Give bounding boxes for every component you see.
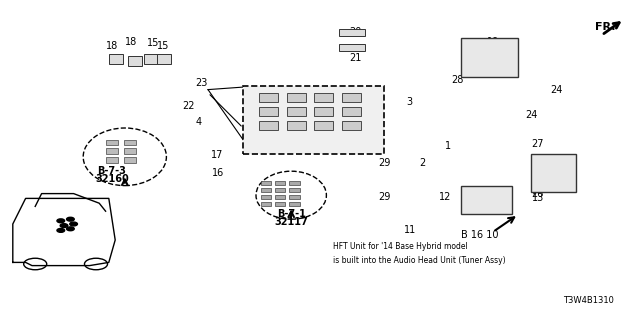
FancyBboxPatch shape	[342, 121, 361, 130]
FancyBboxPatch shape	[261, 188, 271, 192]
Text: 12: 12	[438, 192, 451, 202]
Text: 17: 17	[211, 150, 224, 160]
FancyBboxPatch shape	[339, 29, 365, 36]
Text: 8: 8	[310, 137, 317, 148]
Text: 26: 26	[531, 188, 544, 199]
FancyBboxPatch shape	[109, 54, 123, 64]
FancyBboxPatch shape	[287, 121, 306, 130]
Text: 21: 21	[349, 52, 362, 63]
FancyBboxPatch shape	[259, 93, 278, 102]
Text: 9: 9	[333, 123, 339, 133]
FancyBboxPatch shape	[287, 107, 306, 116]
Text: 28: 28	[451, 75, 464, 85]
FancyBboxPatch shape	[275, 181, 285, 185]
Text: B-7-1: B-7-1	[276, 209, 306, 220]
Text: 2: 2	[419, 158, 426, 168]
Text: FR.: FR.	[595, 22, 615, 32]
FancyBboxPatch shape	[106, 148, 118, 154]
Circle shape	[57, 219, 65, 223]
Text: 5: 5	[282, 97, 288, 108]
Text: 6: 6	[282, 116, 288, 127]
FancyBboxPatch shape	[144, 54, 158, 64]
Text: 10: 10	[336, 134, 349, 144]
Circle shape	[67, 217, 74, 221]
Circle shape	[60, 224, 68, 228]
Text: 29: 29	[378, 192, 390, 202]
FancyBboxPatch shape	[314, 107, 333, 116]
FancyBboxPatch shape	[289, 195, 300, 199]
FancyBboxPatch shape	[259, 121, 278, 130]
Text: 1: 1	[445, 140, 451, 151]
Text: 29: 29	[378, 158, 390, 168]
FancyBboxPatch shape	[289, 202, 300, 206]
Text: 22: 22	[182, 100, 195, 111]
Text: 24: 24	[550, 84, 563, 95]
FancyBboxPatch shape	[289, 188, 300, 192]
FancyBboxPatch shape	[261, 181, 271, 185]
FancyBboxPatch shape	[275, 195, 285, 199]
FancyBboxPatch shape	[261, 202, 271, 206]
Text: T3W4B1310: T3W4B1310	[564, 296, 614, 305]
FancyBboxPatch shape	[261, 195, 271, 199]
Circle shape	[67, 227, 74, 231]
FancyBboxPatch shape	[531, 154, 576, 192]
Text: 13: 13	[531, 193, 544, 204]
FancyBboxPatch shape	[243, 86, 384, 154]
Text: 16: 16	[211, 168, 224, 178]
FancyBboxPatch shape	[287, 93, 306, 102]
FancyBboxPatch shape	[314, 121, 333, 130]
Text: B-7-3: B-7-3	[97, 166, 127, 176]
Text: HFT Unit for '14 Base Hybrid model: HFT Unit for '14 Base Hybrid model	[333, 242, 468, 251]
Text: 7: 7	[304, 126, 310, 136]
Text: 32117: 32117	[275, 217, 308, 228]
FancyBboxPatch shape	[128, 56, 142, 66]
FancyBboxPatch shape	[342, 93, 361, 102]
FancyBboxPatch shape	[259, 107, 278, 116]
Text: 25: 25	[531, 177, 544, 188]
Text: 32160: 32160	[95, 174, 129, 184]
FancyBboxPatch shape	[339, 44, 365, 51]
FancyBboxPatch shape	[342, 107, 361, 116]
Text: 15: 15	[157, 41, 170, 52]
Text: is built into the Audio Head Unit (Tuner Assy): is built into the Audio Head Unit (Tuner…	[333, 256, 506, 265]
Text: 18: 18	[125, 36, 138, 47]
FancyBboxPatch shape	[461, 186, 512, 214]
FancyBboxPatch shape	[157, 54, 171, 64]
FancyBboxPatch shape	[275, 202, 285, 206]
FancyBboxPatch shape	[289, 181, 300, 185]
Text: 23: 23	[195, 78, 208, 88]
Text: 27: 27	[531, 139, 544, 149]
FancyBboxPatch shape	[461, 38, 518, 77]
FancyBboxPatch shape	[314, 93, 333, 102]
Text: 11: 11	[403, 225, 416, 236]
Text: 19: 19	[486, 36, 499, 47]
Circle shape	[70, 222, 77, 226]
Text: 18: 18	[106, 41, 118, 52]
FancyBboxPatch shape	[124, 157, 136, 163]
Text: 24: 24	[525, 110, 538, 120]
FancyBboxPatch shape	[106, 140, 118, 145]
Text: 3: 3	[406, 97, 413, 108]
Text: 14: 14	[557, 164, 570, 175]
Text: 20: 20	[349, 27, 362, 37]
FancyBboxPatch shape	[106, 157, 118, 163]
Text: 15: 15	[147, 38, 160, 48]
FancyBboxPatch shape	[275, 188, 285, 192]
Circle shape	[57, 228, 65, 232]
Text: 4: 4	[195, 116, 202, 127]
FancyBboxPatch shape	[124, 140, 136, 145]
FancyBboxPatch shape	[124, 148, 136, 154]
Text: B 16 10: B 16 10	[461, 230, 499, 240]
